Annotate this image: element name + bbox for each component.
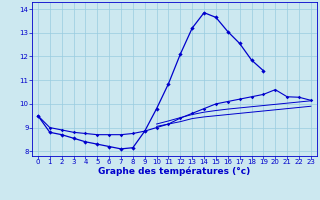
X-axis label: Graphe des températures (°c): Graphe des températures (°c) [98,167,251,176]
